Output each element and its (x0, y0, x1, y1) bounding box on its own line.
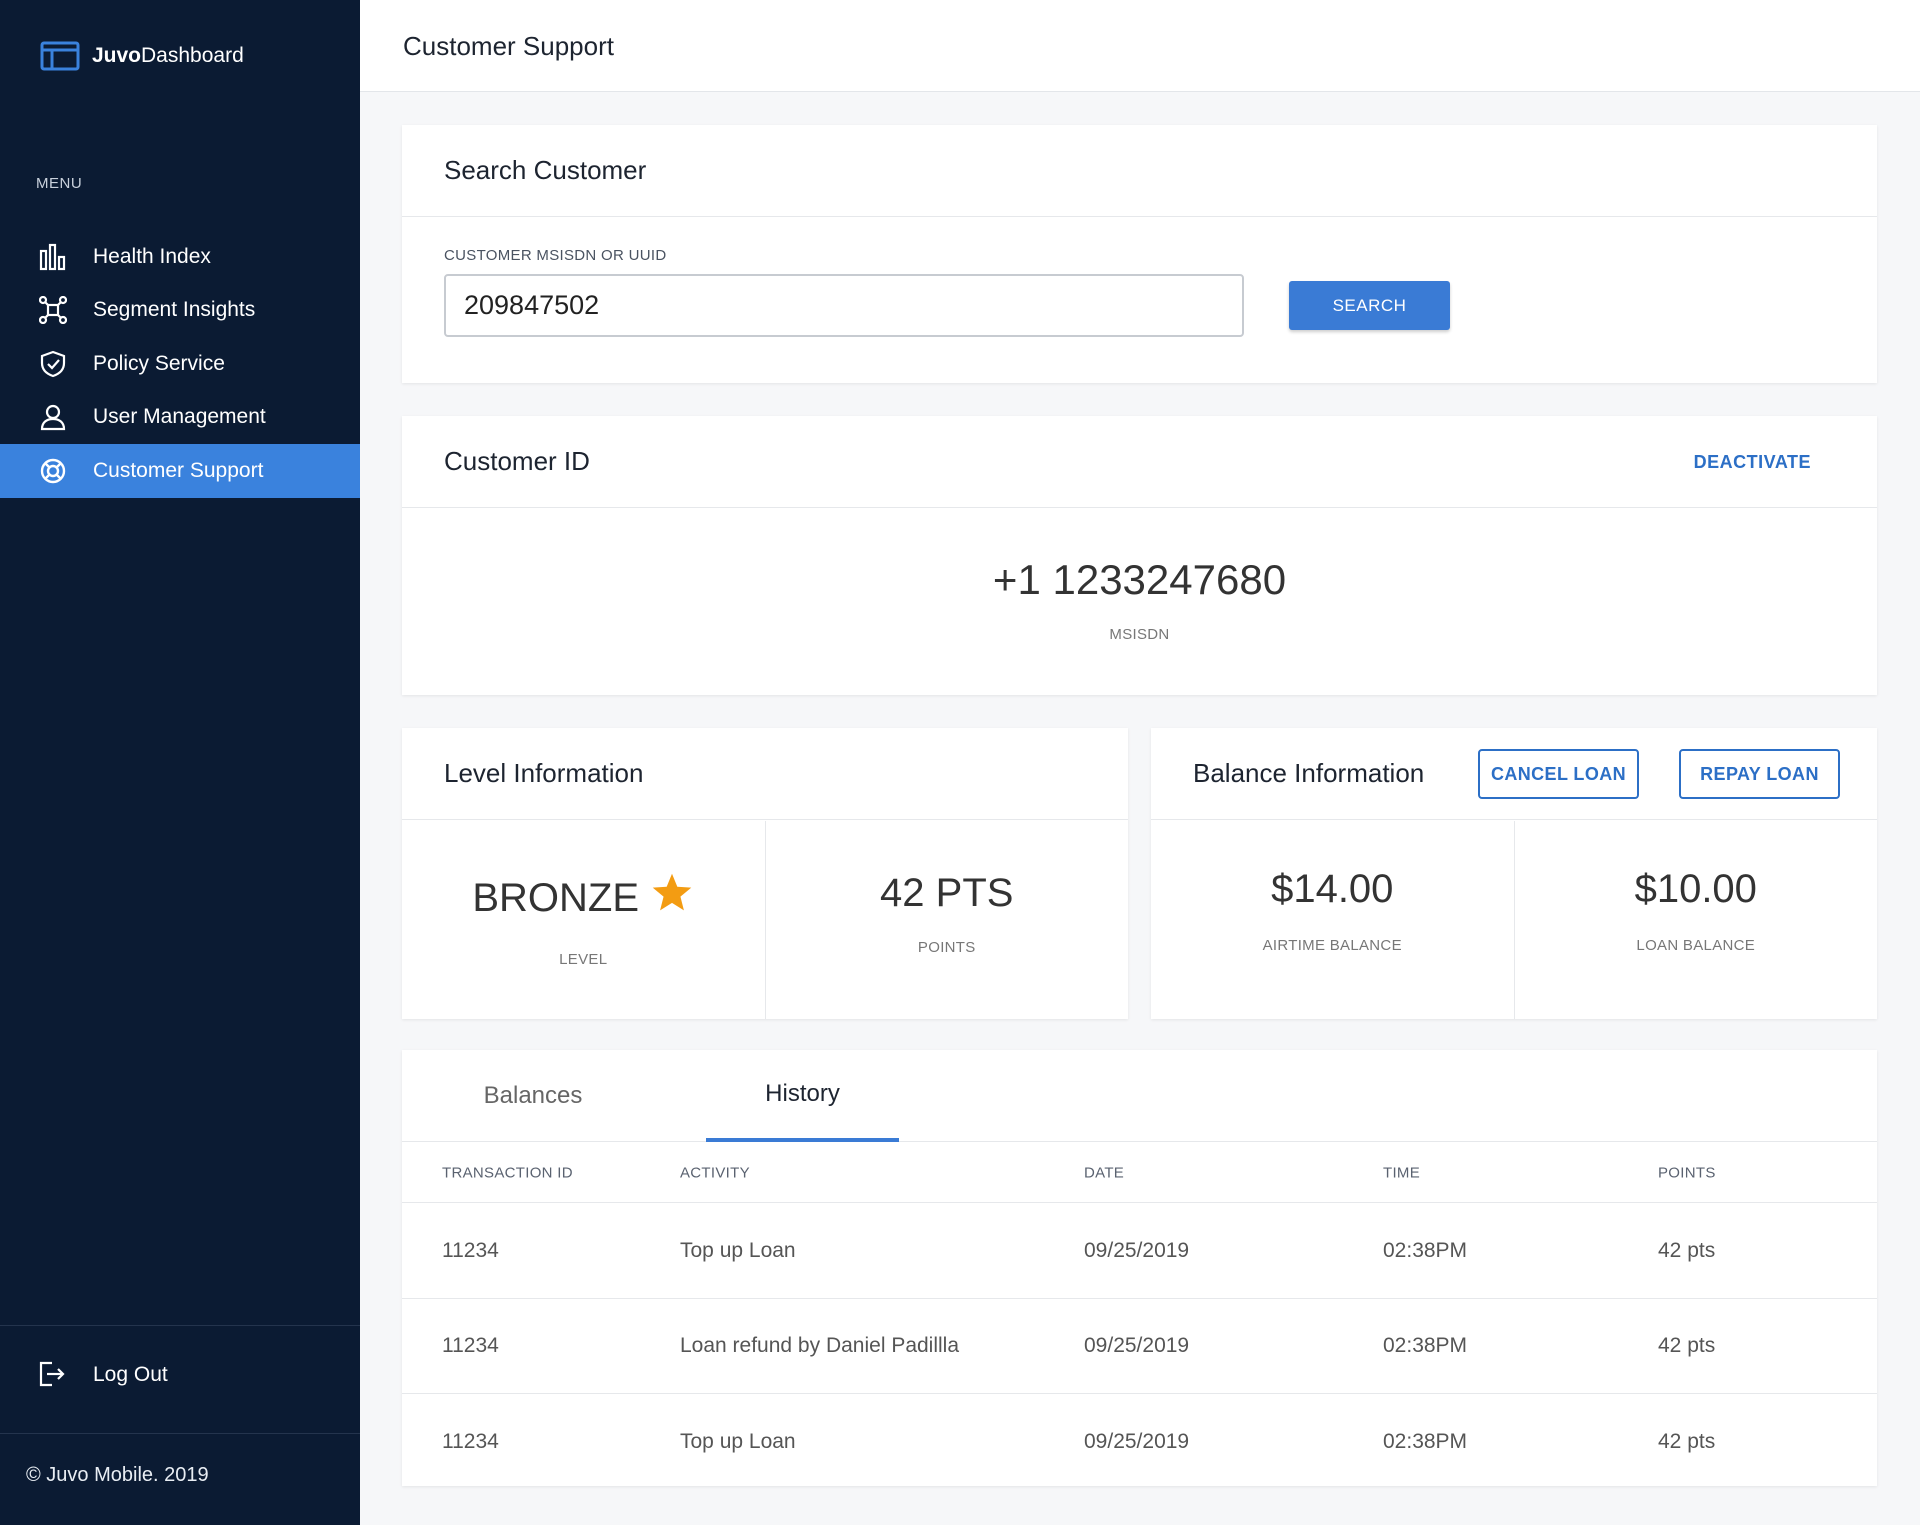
sidebar-item-label: Health Index (93, 244, 211, 268)
time-cell: 02:38PM (1383, 1429, 1468, 1453)
level-value: BRONZE (472, 876, 640, 920)
date-cell: 09/25/2019 (1084, 1334, 1190, 1357)
brand-name-bold: Juvo (92, 44, 142, 67)
column-header: POINTS (1658, 1164, 1716, 1181)
card-title: Balance Information (1151, 728, 1877, 820)
activity-cell: Top up Loan (680, 1239, 796, 1262)
cancel-loan-button[interactable]: CANCEL LOAN (1478, 749, 1639, 799)
logout-label: Log Out (93, 1363, 168, 1386)
table-row[interactable]: 11234 Top up Loan 09/25/2019 02:38PM 42 … (402, 1204, 1877, 1299)
activity-cell: Loan refund by Daniel Padillla (680, 1334, 960, 1357)
airtime-balance-value: $14.00 (1271, 867, 1394, 911)
sidebar-divider (0, 1433, 360, 1434)
level-label: LEVEL (559, 951, 608, 968)
level-information-card: Level Information BRONZE LEVEL 42 PTS PO… (402, 728, 1128, 1019)
time-cell: 02:38PM (1383, 1239, 1468, 1262)
sidebar: JuvoDashboard MENU Health Index Segment … (0, 0, 360, 1525)
history-card: Balances History TRANSACTION ID ACTIVITY… (402, 1050, 1877, 1486)
points-cell: 42 pts (1658, 1239, 1716, 1262)
transaction-id-cell: 11234 (442, 1334, 499, 1357)
points-label: POINTS (917, 939, 976, 956)
msisdn-value: +1 1233247680 (992, 556, 1287, 603)
transaction-id-cell: 11234 (442, 1239, 499, 1262)
deactivate-button[interactable]: DEACTIVATE (1693, 452, 1811, 472)
level-stat: BRONZE LEVEL (402, 821, 765, 1019)
search-field-label: CUSTOMER MSISDN OR UUID (444, 247, 667, 264)
airtime-balance-stat: $14.00 AIRTIME BALANCE (1151, 821, 1514, 1019)
bar-chart-icon (38, 242, 68, 272)
tab-bar: Balances History (402, 1050, 1877, 1142)
sidebar-item-health-index[interactable]: Health Index (0, 230, 360, 284)
balance-information-card: Balance Information CANCEL LOAN REPAY LO… (1151, 728, 1877, 1019)
brand-logo[interactable]: JuvoDashboard (40, 40, 244, 72)
loan-balance-stat: $10.00 LOAN BALANCE (1513, 821, 1878, 1019)
points-value: 42 PTS (880, 871, 1014, 915)
copyright: © Juvo Mobile. 2019 (26, 1464, 209, 1486)
column-header: TIME (1383, 1164, 1421, 1181)
sidebar-item-policy-service[interactable]: Policy Service (0, 337, 360, 391)
page-title: Customer Support (403, 31, 614, 61)
table-header: TRANSACTION ID ACTIVITY DATE TIME POINTS (402, 1143, 1877, 1203)
time-cell: 02:38PM (1383, 1334, 1468, 1357)
tab-balances[interactable]: Balances (483, 1082, 583, 1109)
search-customer-card: Search Customer CUSTOMER MSISDN OR UUID … (402, 125, 1877, 383)
sidebar-item-label: Customer Support (93, 458, 264, 482)
points-stat: 42 PTS POINTS (764, 821, 1129, 1019)
sidebar-nav: Health Index Segment Insights Policy Ser… (0, 230, 360, 498)
points-cell: 42 pts (1658, 1429, 1716, 1453)
table-row[interactable]: 11234 Top up Loan 09/25/2019 02:38PM 42 … (402, 1394, 1877, 1489)
loan-balance-value: $10.00 (1634, 867, 1757, 911)
lifebuoy-icon (38, 456, 68, 486)
page-header: Customer Support (360, 0, 1920, 92)
column-header: DATE (1084, 1164, 1125, 1181)
sidebar-item-label: Policy Service (93, 351, 225, 375)
user-icon (38, 402, 68, 432)
sidebar-item-label: User Management (93, 405, 266, 429)
tab-history[interactable]: History (706, 1050, 899, 1142)
repay-loan-button[interactable]: REPAY LOAN (1679, 749, 1840, 799)
column-header: TRANSACTION ID (442, 1164, 573, 1181)
airtime-balance-label: AIRTIME BALANCE (1262, 937, 1402, 954)
dashboard-window-icon (40, 41, 80, 71)
brand-name-light: Dashboard (141, 44, 244, 67)
customer-id-card: Customer ID DEACTIVATE +1 1233247680 MSI… (402, 416, 1877, 695)
activity-cell: Top up Loan (680, 1429, 796, 1453)
column-header: ACTIVITY (680, 1164, 750, 1181)
transaction-id-cell: 11234 (442, 1429, 499, 1453)
network-icon (38, 295, 68, 325)
search-input[interactable] (444, 274, 1244, 337)
shield-check-icon (38, 349, 68, 379)
loan-balance-label: LOAN BALANCE (1636, 937, 1756, 954)
level-value-row: BRONZE (402, 871, 765, 921)
card-title: Level Information (402, 728, 1128, 820)
points-cell: 42 pts (1658, 1334, 1716, 1357)
sidebar-item-label: Segment Insights (93, 298, 256, 322)
sidebar-divider (0, 1325, 360, 1326)
menu-label: MENU (36, 175, 83, 192)
sidebar-item-user-management[interactable]: User Management (0, 391, 360, 445)
logout-icon (38, 1360, 68, 1390)
msisdn-label: MSISDN (1109, 626, 1170, 643)
sidebar-item-customer-support[interactable]: Customer Support (0, 444, 360, 498)
card-title: Customer ID (402, 416, 1877, 508)
search-button[interactable]: SEARCH (1289, 281, 1450, 330)
date-cell: 09/25/2019 (1084, 1429, 1190, 1453)
table-row[interactable]: 11234 Loan refund by Daniel Padillla 09/… (402, 1299, 1877, 1394)
logout-button[interactable]: Log Out (38, 1360, 168, 1390)
date-cell: 09/25/2019 (1084, 1239, 1190, 1262)
star-icon (650, 873, 694, 920)
sidebar-item-segment-insights[interactable]: Segment Insights (0, 284, 360, 338)
card-title: Search Customer (402, 125, 1877, 217)
